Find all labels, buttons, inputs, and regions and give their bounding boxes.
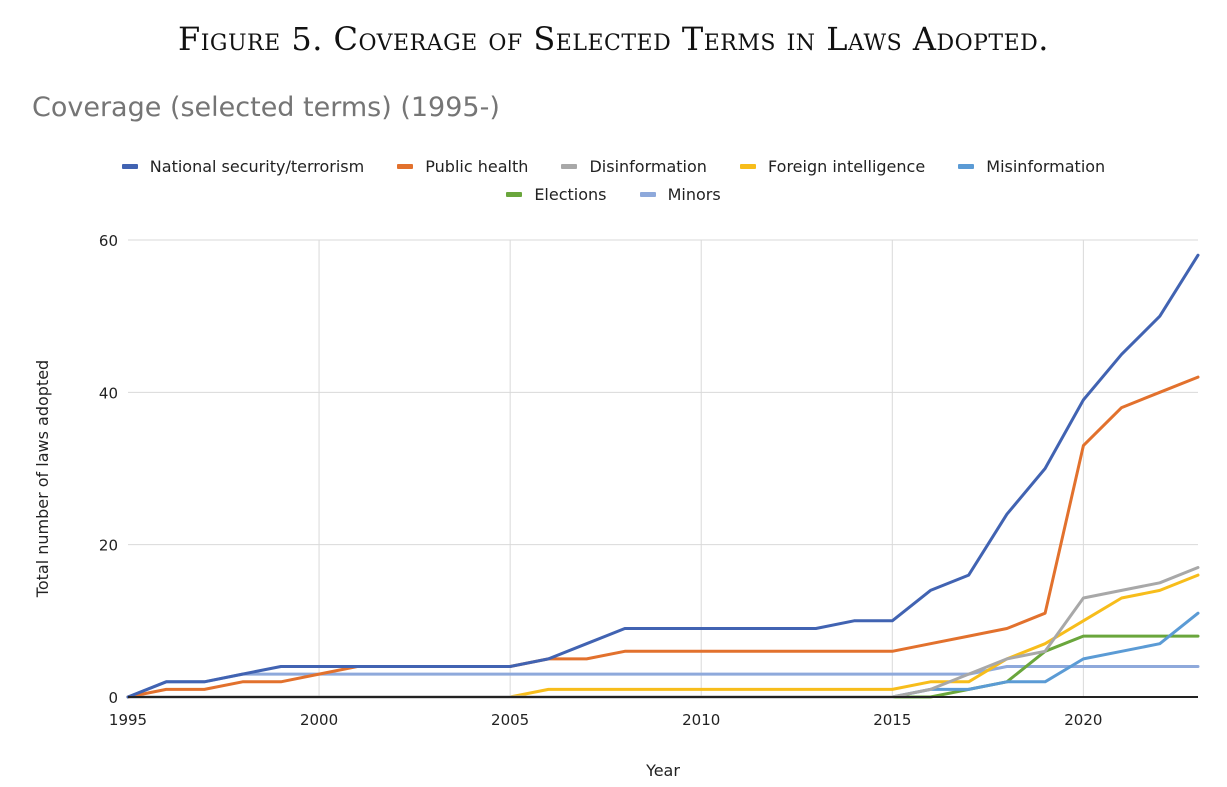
legend-swatch-misinformation bbox=[958, 164, 975, 169]
y-tick-label: 0 bbox=[108, 689, 118, 707]
legend-label-minors: Minors bbox=[667, 185, 721, 204]
legend-row-1: National security/terrorism Public healt… bbox=[0, 154, 1227, 176]
figure-title: Figure 5. Coverage of Selected Terms in … bbox=[178, 20, 1049, 58]
x-tick-label: 2000 bbox=[300, 711, 338, 729]
legend-row-2: Elections Minors bbox=[0, 182, 1227, 204]
legend-label-foreign-intelligence: Foreign intelligence bbox=[768, 157, 926, 176]
legend-item-minors: Minors bbox=[639, 185, 721, 204]
legend-swatch-national-security bbox=[121, 164, 138, 169]
legend-item-foreign-intelligence: Foreign intelligence bbox=[740, 157, 925, 176]
x-tick-label: 2005 bbox=[491, 711, 529, 729]
gridlines bbox=[128, 239, 1198, 697]
legend-item-misinformation: Misinformation bbox=[958, 157, 1105, 176]
tick-labels: 0 20 40 60 1995 2000 2005 2010 2015 2020 bbox=[99, 232, 1103, 729]
legend-swatch-foreign-intelligence bbox=[740, 164, 757, 169]
series-line-national-security-terrorism bbox=[126, 253, 1200, 699]
legend-swatch-public-health bbox=[397, 164, 414, 169]
legend-item-national-security: National security/terrorism bbox=[121, 157, 365, 176]
x-tick-label: 1995 bbox=[109, 711, 147, 729]
legend-item-public-health: Public health bbox=[397, 157, 528, 176]
series-line-minors bbox=[126, 665, 1200, 699]
legend-label-public-health: Public health bbox=[425, 157, 529, 176]
legend-label-national-security: National security/terrorism bbox=[149, 157, 365, 176]
series-line-foreign-intelligence bbox=[126, 573, 1200, 699]
y-tick-label: 20 bbox=[99, 537, 118, 555]
legend-item-elections: Elections bbox=[506, 185, 607, 204]
legend-swatch-disinformation bbox=[561, 164, 578, 169]
x-tick-label: 2015 bbox=[873, 711, 911, 729]
legend-item-disinformation: Disinformation bbox=[561, 157, 707, 176]
legend-swatch-elections bbox=[506, 192, 523, 197]
series-line-public-health bbox=[126, 375, 1200, 699]
x-tick-label: 2020 bbox=[1064, 711, 1102, 729]
y-tick-label: 60 bbox=[99, 232, 118, 250]
x-axis-title: Year bbox=[645, 761, 680, 780]
series-line-misinformation bbox=[126, 611, 1200, 699]
legend-label-misinformation: Misinformation bbox=[986, 157, 1106, 176]
series-lines bbox=[126, 253, 1200, 699]
chart-title: Coverage (selected terms) (1995-) bbox=[32, 92, 500, 123]
y-axis-title: Total number of laws adopted bbox=[33, 360, 52, 598]
y-tick-label: 40 bbox=[99, 384, 118, 402]
legend-label-disinformation: Disinformation bbox=[589, 157, 707, 176]
x-tick-label: 2010 bbox=[682, 711, 720, 729]
legend-label-elections: Elections bbox=[534, 185, 607, 204]
legend-swatch-minors bbox=[639, 192, 656, 197]
series-line-disinformation bbox=[126, 566, 1200, 699]
